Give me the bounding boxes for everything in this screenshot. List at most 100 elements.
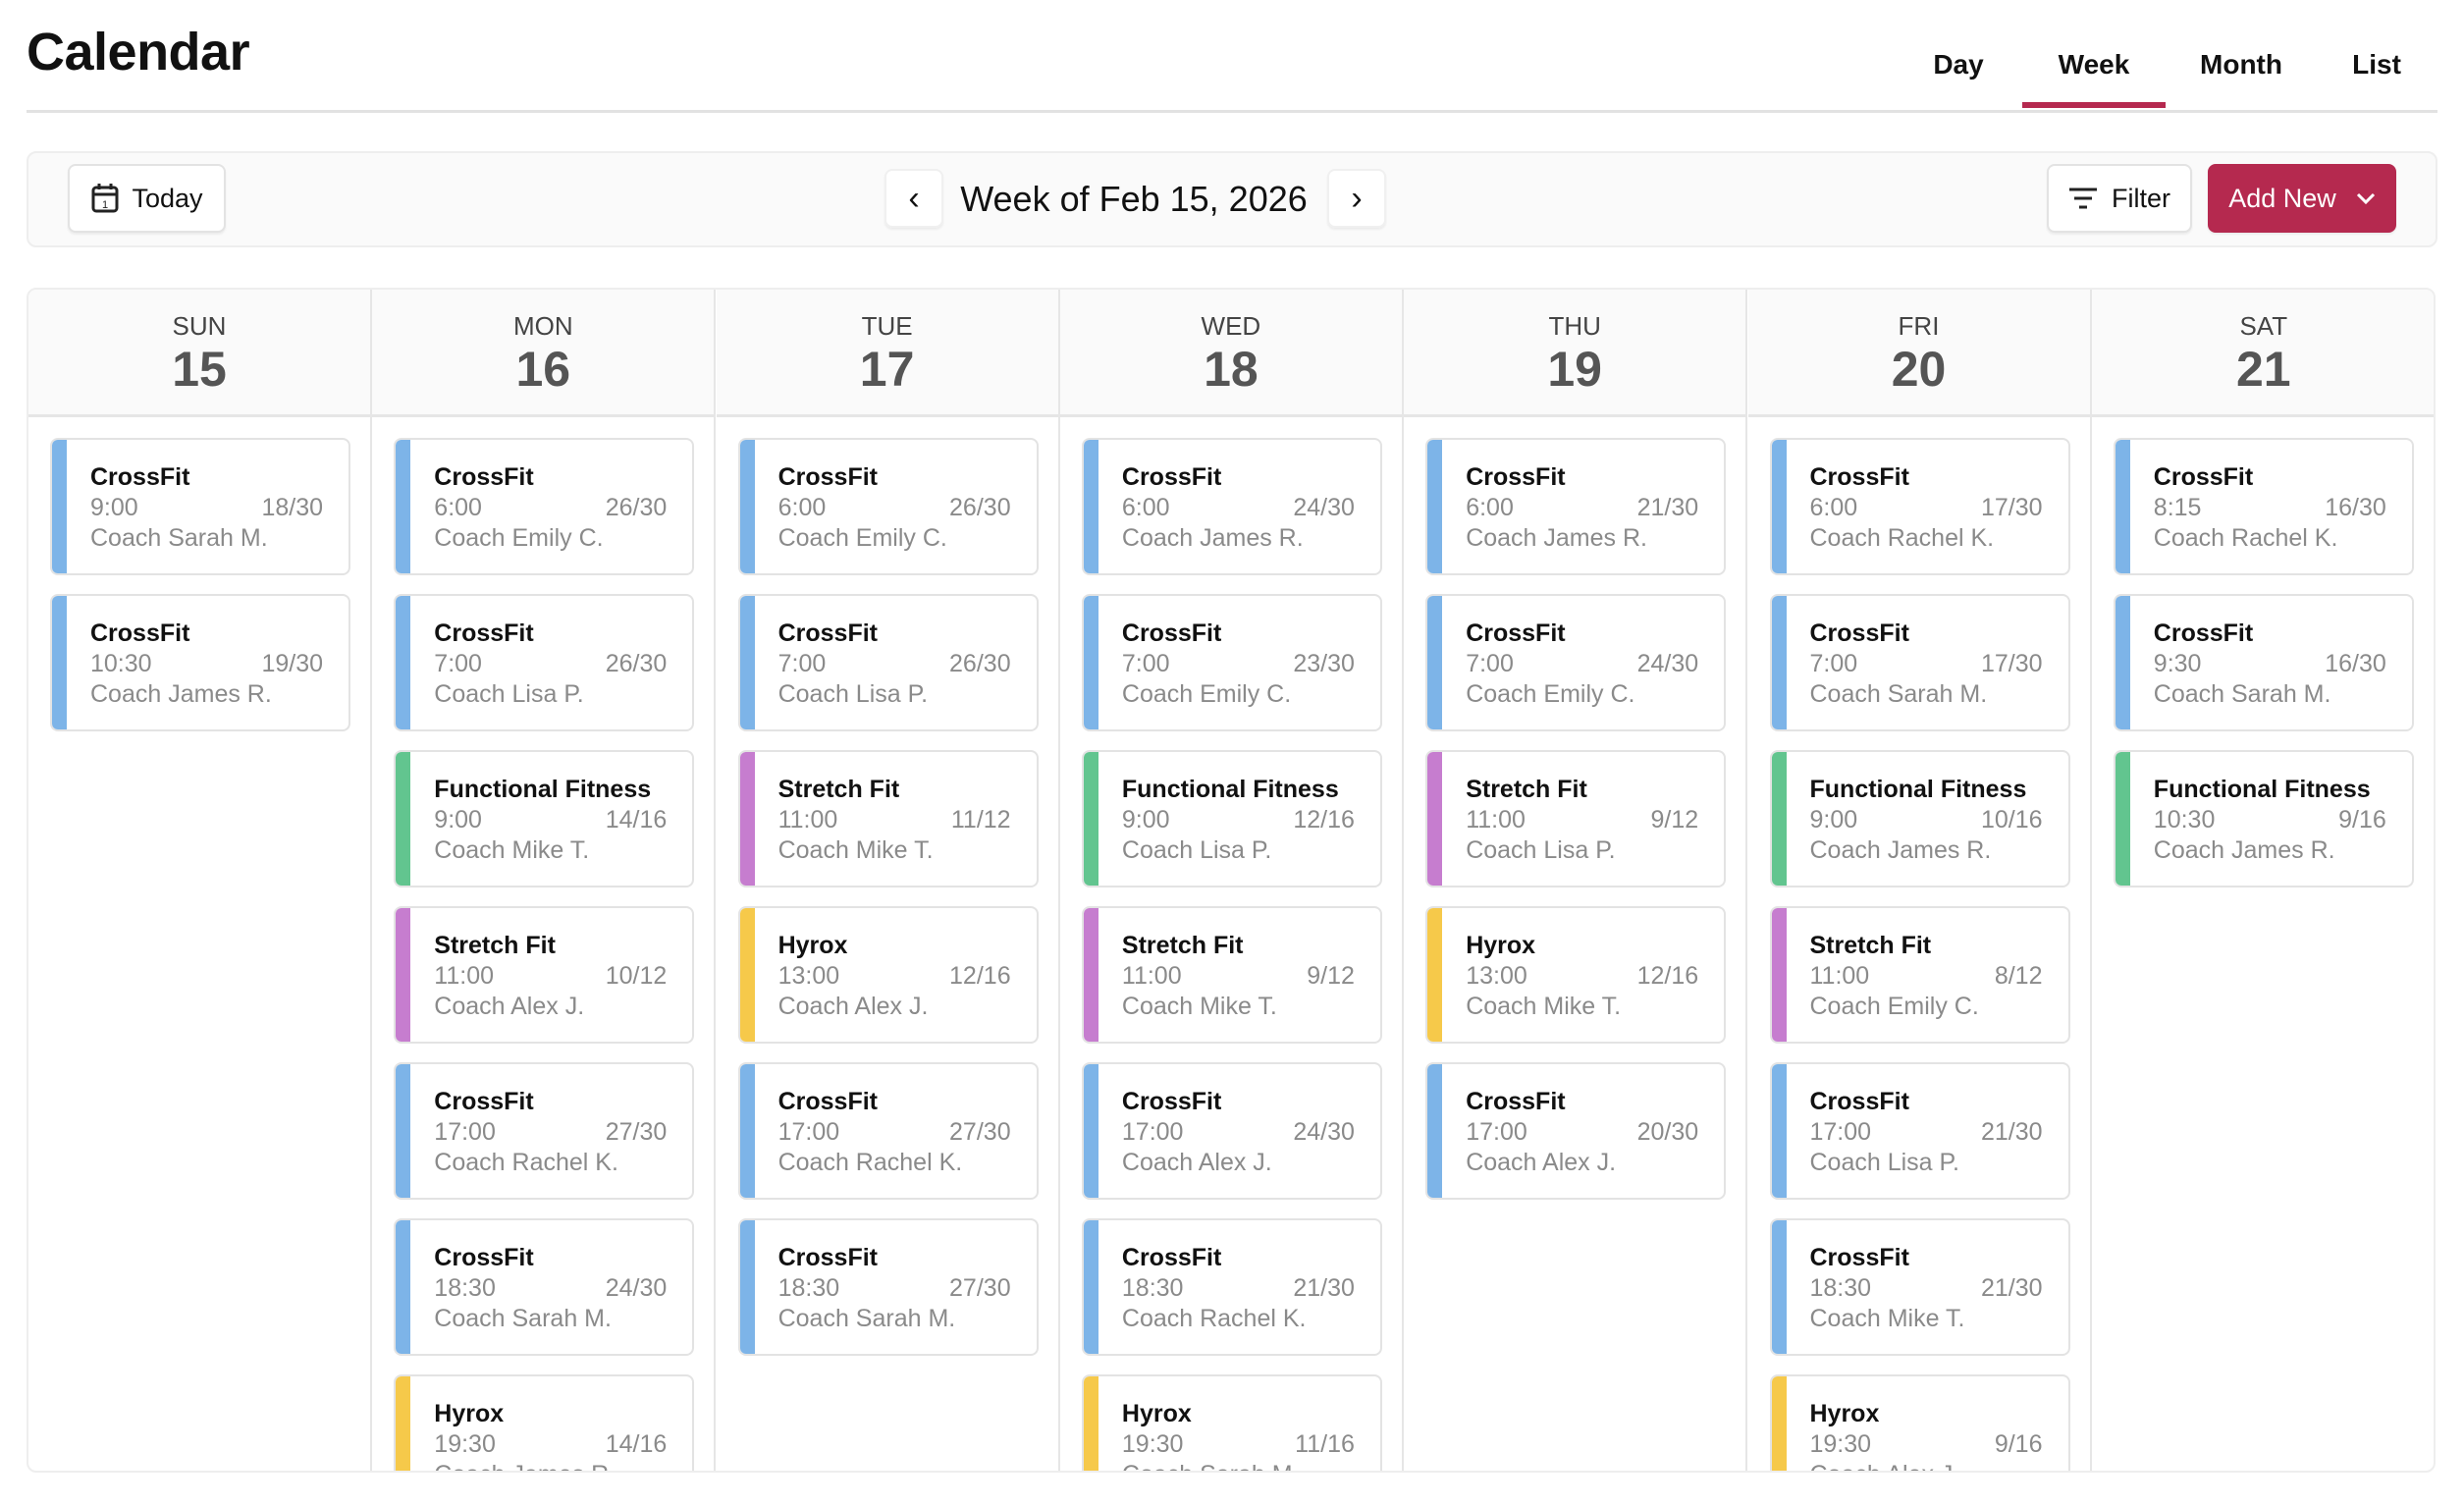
class-time: 11:00 (1121, 962, 1182, 990)
class-card[interactable]: CrossFit 9:30 16/30 Coach Sarah M. (2113, 594, 2414, 731)
class-title: CrossFit (1121, 463, 1222, 491)
class-card[interactable]: CrossFit 17:00 27/30 Coach Rachel K. (737, 1062, 1039, 1200)
day-header: TUE 17 (716, 290, 1058, 417)
class-time: 17:00 (1809, 1118, 1872, 1146)
class-card[interactable]: Stretch Fit 11:00 9/12 Coach Lisa P. (1425, 750, 1727, 887)
class-card[interactable]: CrossFit 18:30 27/30 Coach Sarah M. (737, 1218, 1039, 1356)
day-date: 20 (1891, 342, 1947, 397)
class-color-bar (396, 440, 411, 573)
class-color-bar (396, 596, 411, 729)
class-capacity: 12/16 (1293, 806, 1355, 834)
class-capacity: 27/30 (949, 1118, 1011, 1146)
calendar-icon: 1 (91, 184, 119, 213)
class-card[interactable]: CrossFit 17:00 21/30 Coach Lisa P. (1769, 1062, 2070, 1200)
class-coach: Coach Mike T. (777, 836, 934, 864)
tab-week[interactable]: Week (2058, 49, 2130, 80)
class-card[interactable]: CrossFit 6:00 17/30 Coach Rachel K. (1769, 438, 2070, 575)
day-header: SUN 15 (28, 290, 370, 417)
class-color-bar (739, 596, 755, 729)
class-title: Functional Fitness (2153, 776, 2371, 803)
class-card[interactable]: CrossFit 6:00 24/30 Coach James R. (1081, 438, 1382, 575)
class-time: 9:00 (1809, 806, 1858, 834)
class-coach: Coach Lisa P. (1809, 1149, 1959, 1176)
class-card[interactable]: Hyrox 19:30 9/16 Coach Alex J. (1769, 1374, 2070, 1471)
class-time: 17:00 (434, 1118, 496, 1146)
class-title: Stretch Fit (1121, 932, 1244, 959)
class-card[interactable]: Stretch Fit 11:00 8/12 Coach Emily C. (1769, 906, 2070, 1044)
class-color-bar (1083, 1376, 1098, 1471)
class-time: 11:00 (777, 806, 838, 834)
class-title: CrossFit (2153, 463, 2254, 491)
class-card[interactable]: CrossFit 17:00 24/30 Coach Alex J. (1081, 1062, 1382, 1200)
class-card[interactable]: Stretch Fit 11:00 10/12 Coach Alex J. (394, 906, 695, 1044)
class-card[interactable]: CrossFit 17:00 20/30 Coach Alex J. (1425, 1062, 1727, 1200)
class-card[interactable]: Hyrox 13:00 12/16 Coach Mike T. (1425, 906, 1727, 1044)
class-capacity: 14/16 (605, 1430, 668, 1458)
class-capacity: 9/12 (1307, 962, 1355, 990)
class-card[interactable]: CrossFit 6:00 26/30 Coach Emily C. (394, 438, 695, 575)
class-title: CrossFit (777, 1088, 878, 1115)
class-card[interactable]: CrossFit 9:00 18/30 Coach Sarah M. (50, 438, 350, 575)
class-card[interactable]: CrossFit 6:00 21/30 Coach James R. (1425, 438, 1727, 575)
class-coach: Coach James R. (2153, 836, 2335, 864)
class-title: CrossFit (2153, 619, 2254, 647)
day-date: 17 (859, 342, 915, 397)
class-title: CrossFit (777, 463, 878, 491)
class-color-bar (1771, 440, 1787, 573)
class-card[interactable]: CrossFit 10:30 19/30 Coach James R. (50, 594, 350, 731)
class-card[interactable]: CrossFit 18:30 24/30 Coach Sarah M. (394, 1218, 695, 1356)
class-card[interactable]: CrossFit 7:00 26/30 Coach Lisa P. (394, 594, 695, 731)
class-card[interactable]: Hyrox 19:30 14/16 Coach James R. (394, 1374, 695, 1471)
class-card[interactable]: Functional Fitness 9:00 14/16 Coach Mike T. (394, 750, 695, 887)
class-time: 7:00 (434, 650, 482, 677)
class-capacity: 26/30 (949, 650, 1011, 677)
class-card[interactable]: CrossFit 7:00 24/30 Coach Emily C. (1425, 594, 1727, 731)
class-capacity: 10/16 (1980, 806, 2043, 834)
day-column-tue: TUE 17 CrossFit 6:00 26/30 Coach Emily C. Cros… (716, 290, 1060, 1471)
class-capacity: 17/30 (1980, 650, 2043, 677)
class-card[interactable]: CrossFit 17:00 27/30 Coach Rachel K. (394, 1062, 695, 1200)
class-card[interactable]: Functional Fitness 10:30 9/16 Coach James R… (2113, 750, 2414, 887)
class-card[interactable]: CrossFit 7:00 26/30 Coach Lisa P. (737, 594, 1039, 731)
calendar-toolbar (27, 151, 2437, 247)
tab-day[interactable]: Day (1933, 49, 1984, 80)
class-card[interactable]: CrossFit 8:15 16/30 Coach Rachel K. (2113, 438, 2414, 575)
day-header: WED 18 (1059, 290, 1402, 417)
class-coach: Coach Sarah M. (1809, 680, 1988, 708)
class-card[interactable]: CrossFit 7:00 23/30 Coach Emily C. (1081, 594, 1382, 731)
class-time: 11:00 (1809, 962, 1870, 990)
class-color-bar (1427, 752, 1443, 886)
class-card[interactable]: Functional Fitness 9:00 12/16 Coach Lisa P. (1081, 750, 1382, 887)
class-card[interactable]: Stretch Fit 11:00 11/12 Coach Mike T. (737, 750, 1039, 887)
class-title: CrossFit (1809, 619, 1909, 647)
class-coach: Coach Sarah M. (434, 1305, 612, 1332)
class-capacity: 26/30 (605, 650, 668, 677)
day-column-wed: WED 18 CrossFit 6:00 24/30 Coach James R. Cros… (1059, 290, 1404, 1471)
class-capacity: 20/30 (1636, 1118, 1699, 1146)
class-card[interactable]: CrossFit 18:30 21/30 Coach Mike T. (1769, 1218, 2070, 1356)
class-card[interactable]: Hyrox 13:00 12/16 Coach Alex J. (737, 906, 1039, 1044)
class-time: 18:30 (1121, 1274, 1184, 1302)
class-capacity: 24/30 (1293, 494, 1355, 521)
class-card[interactable]: Functional Fitness 9:00 10/16 Coach James R… (1769, 750, 2070, 887)
class-card[interactable]: Stretch Fit 11:00 9/12 Coach Mike T. (1081, 906, 1382, 1044)
add-new-button[interactable]: Add New (2208, 164, 2396, 233)
today-button[interactable]: 1 Today (68, 164, 226, 233)
class-color-bar (1083, 908, 1098, 1042)
class-card[interactable]: CrossFit 7:00 17/30 Coach Sarah M. (1769, 594, 2070, 731)
class-card[interactable]: Hyrox 19:30 11/16 Coach Sarah M. (1081, 1374, 1382, 1471)
class-card[interactable]: CrossFit 6:00 26/30 Coach Emily C. (737, 438, 1039, 575)
next-week-button[interactable]: › (1327, 169, 1386, 228)
tab-list[interactable]: List (2352, 49, 2401, 80)
prev-week-button[interactable]: ‹ (884, 169, 943, 228)
class-coach: Coach James R. (90, 680, 272, 708)
class-card[interactable]: CrossFit 18:30 21/30 Coach Rachel K. (1081, 1218, 1382, 1356)
tab-month[interactable]: Month (2200, 49, 2282, 80)
class-capacity: 16/30 (2325, 494, 2386, 521)
filter-button[interactable]: Filter (2047, 164, 2192, 233)
class-time: 9:00 (90, 494, 138, 521)
class-color-bar (1771, 1376, 1787, 1471)
class-capacity: 18/30 (261, 494, 323, 521)
class-title: CrossFit (777, 1244, 878, 1271)
class-coach: Coach Emily C. (777, 524, 947, 552)
